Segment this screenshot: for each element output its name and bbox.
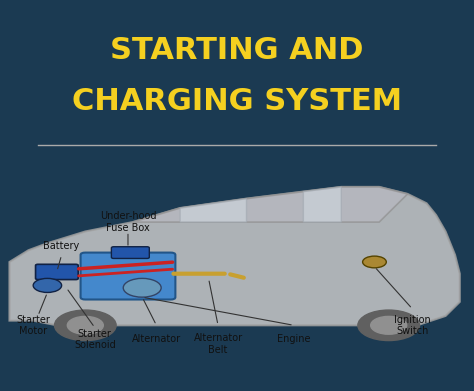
Circle shape bbox=[371, 316, 407, 334]
Polygon shape bbox=[133, 187, 408, 222]
Circle shape bbox=[123, 278, 161, 297]
Circle shape bbox=[363, 256, 386, 268]
Circle shape bbox=[33, 278, 62, 292]
FancyBboxPatch shape bbox=[36, 264, 78, 280]
FancyBboxPatch shape bbox=[81, 253, 175, 300]
Circle shape bbox=[358, 310, 419, 341]
FancyBboxPatch shape bbox=[111, 247, 149, 258]
Text: Starter
Solenoid: Starter Solenoid bbox=[74, 328, 116, 350]
Polygon shape bbox=[180, 199, 246, 222]
Circle shape bbox=[67, 316, 103, 334]
Text: Ignition
Switch: Ignition Switch bbox=[394, 314, 431, 336]
Text: STARTING AND: STARTING AND bbox=[110, 36, 364, 65]
Text: Battery: Battery bbox=[44, 240, 80, 251]
Text: CHARGING SYSTEM: CHARGING SYSTEM bbox=[72, 87, 402, 116]
Text: Alternator: Alternator bbox=[132, 334, 181, 344]
Text: Under-hood
Fuse Box: Under-hood Fuse Box bbox=[100, 211, 156, 233]
Text: Engine: Engine bbox=[277, 334, 310, 344]
Polygon shape bbox=[303, 187, 341, 222]
Circle shape bbox=[55, 310, 116, 341]
Text: Starter
Motor: Starter Motor bbox=[16, 314, 50, 336]
PathPatch shape bbox=[9, 187, 460, 325]
Text: Alternator
Belt: Alternator Belt bbox=[193, 333, 243, 355]
